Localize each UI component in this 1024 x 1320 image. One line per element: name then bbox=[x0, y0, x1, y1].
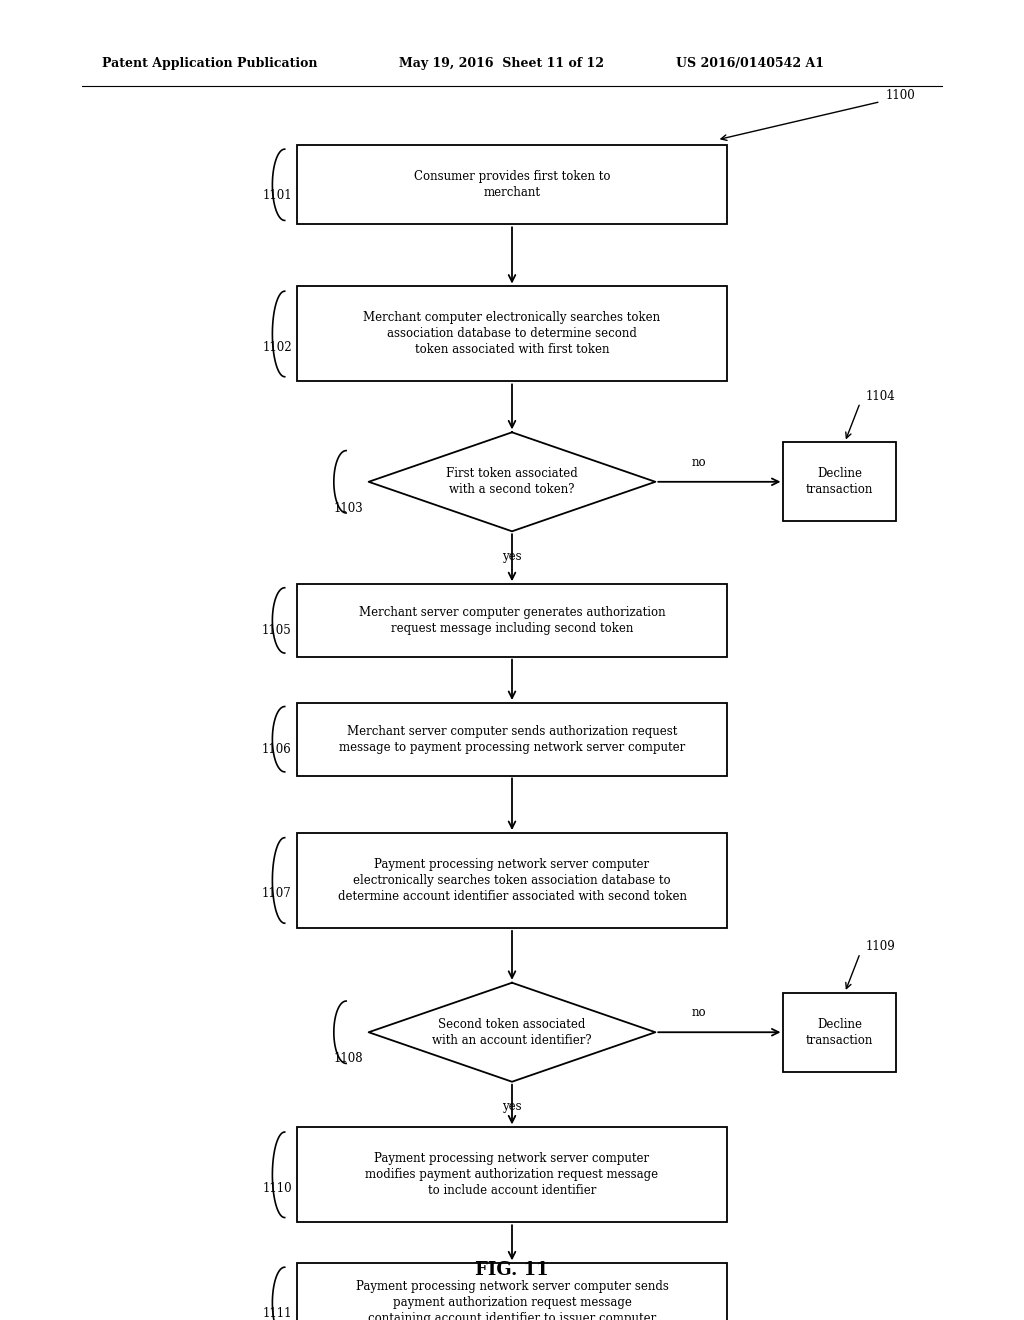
Text: 1109: 1109 bbox=[865, 940, 895, 953]
Text: FIG. 11: FIG. 11 bbox=[475, 1261, 549, 1279]
Text: 1111: 1111 bbox=[262, 1307, 292, 1320]
Text: yes: yes bbox=[502, 549, 522, 562]
Text: Merchant computer electronically searches token
association database to determin: Merchant computer electronically searche… bbox=[364, 312, 660, 356]
Bar bbox=[297, 833, 727, 928]
Text: Payment processing network server computer
electronically searches token associa: Payment processing network server comput… bbox=[338, 858, 686, 903]
Text: Merchant server computer sends authorization request
message to payment processi: Merchant server computer sends authoriza… bbox=[339, 725, 685, 754]
Text: 1102: 1102 bbox=[262, 341, 292, 354]
Text: 1101: 1101 bbox=[262, 189, 292, 202]
Text: 1104: 1104 bbox=[865, 389, 895, 403]
Bar bbox=[297, 145, 727, 224]
Bar bbox=[783, 442, 896, 521]
Text: US 2016/0140542 A1: US 2016/0140542 A1 bbox=[676, 57, 824, 70]
Text: 1105: 1105 bbox=[262, 624, 292, 638]
Text: 1103: 1103 bbox=[334, 502, 364, 515]
Bar bbox=[297, 702, 727, 776]
Text: Merchant server computer generates authorization
request message including secon: Merchant server computer generates autho… bbox=[358, 606, 666, 635]
Bar bbox=[297, 1127, 727, 1222]
Text: 1100: 1100 bbox=[886, 88, 915, 102]
Polygon shape bbox=[369, 433, 655, 531]
Text: Decline
transaction: Decline transaction bbox=[806, 1018, 873, 1047]
Text: 1108: 1108 bbox=[334, 1052, 364, 1065]
Text: 1107: 1107 bbox=[262, 887, 292, 900]
Text: Payment processing network server computer
modifies payment authorization reques: Payment processing network server comput… bbox=[366, 1152, 658, 1197]
Text: First token associated
with a second token?: First token associated with a second tok… bbox=[446, 467, 578, 496]
Text: 1110: 1110 bbox=[262, 1181, 292, 1195]
Bar bbox=[297, 583, 727, 656]
Text: no: no bbox=[691, 1006, 707, 1019]
Polygon shape bbox=[369, 982, 655, 1082]
Text: Payment processing network server computer sends
payment authorization request m: Payment processing network server comput… bbox=[355, 1280, 669, 1320]
Text: yes: yes bbox=[502, 1101, 522, 1113]
Bar bbox=[297, 286, 727, 381]
Bar bbox=[297, 1263, 727, 1320]
Bar bbox=[783, 993, 896, 1072]
Text: 1106: 1106 bbox=[262, 743, 292, 756]
Text: May 19, 2016  Sheet 11 of 12: May 19, 2016 Sheet 11 of 12 bbox=[399, 57, 604, 70]
Text: Second token associated
with an account identifier?: Second token associated with an account … bbox=[432, 1018, 592, 1047]
Text: no: no bbox=[691, 455, 707, 469]
Text: Patent Application Publication: Patent Application Publication bbox=[102, 57, 317, 70]
Text: Decline
transaction: Decline transaction bbox=[806, 467, 873, 496]
Text: Consumer provides first token to
merchant: Consumer provides first token to merchan… bbox=[414, 170, 610, 199]
